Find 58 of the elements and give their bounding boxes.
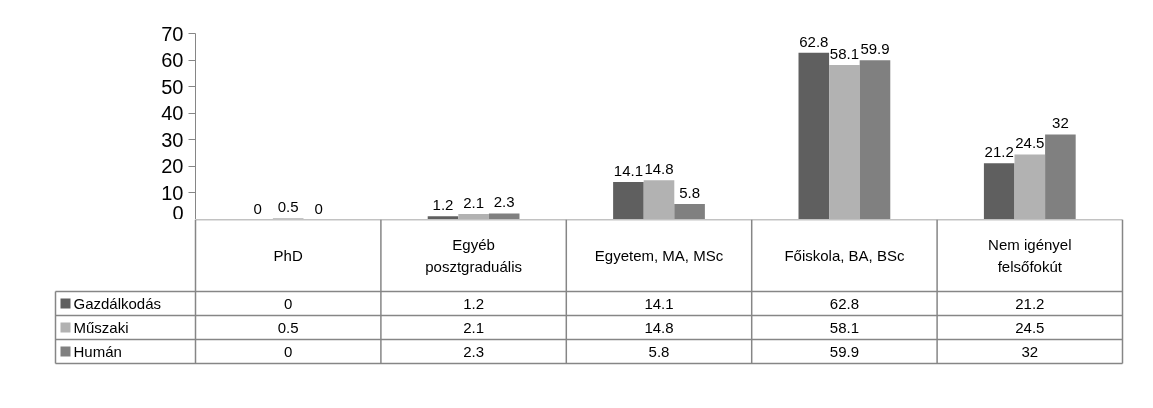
y-tick-label: 10 xyxy=(161,181,184,204)
bar xyxy=(983,163,1015,219)
data-label: 32 xyxy=(1021,342,1039,360)
data-label: 0 xyxy=(284,342,293,360)
text: 58.1 xyxy=(829,45,860,63)
legend-label: Műszaki xyxy=(73,319,129,336)
text: 0 xyxy=(253,199,262,217)
data-label: 0 xyxy=(284,294,293,312)
y-tick-label: 70 xyxy=(161,22,184,45)
bar xyxy=(613,182,644,219)
text: 14.1 xyxy=(613,162,644,180)
data-label: 14.8 xyxy=(644,318,674,336)
x-tick-label: Egyetem, MA, MSc xyxy=(594,247,724,264)
text: 1.2 xyxy=(432,196,454,214)
bar xyxy=(674,204,705,219)
data-label: 58.1 xyxy=(829,318,860,336)
bar xyxy=(798,52,830,219)
text: 32 xyxy=(1052,114,1069,132)
bar xyxy=(859,60,891,219)
x-tick-label: Egyéb posztgraduális xyxy=(425,235,522,276)
x-tick-label: PhD xyxy=(273,247,303,264)
y-tick-label: 50 xyxy=(161,75,184,98)
legend-label: Humán xyxy=(73,343,122,360)
x-tick-label: Nem igényel felsőfokút xyxy=(988,235,1072,276)
data-label: 21.2 xyxy=(1015,294,1045,312)
bar xyxy=(427,216,459,219)
bar xyxy=(488,213,520,219)
bar xyxy=(829,65,860,219)
data-label: 5.8 xyxy=(648,342,670,360)
text: 0 xyxy=(314,199,323,217)
y-tick-label: 0 xyxy=(172,201,184,224)
text: 2.3 xyxy=(493,193,515,211)
data-label: 62.8 xyxy=(829,294,860,312)
y-tick-label: 20 xyxy=(161,155,184,178)
data-label: 1.2 xyxy=(463,294,485,312)
y-tick-label: 30 xyxy=(161,128,184,151)
data-label: 2.1 xyxy=(463,318,485,336)
data-label: 14.1 xyxy=(644,294,674,312)
text: 21.2 xyxy=(984,143,1014,161)
bar xyxy=(643,180,675,219)
bar xyxy=(1014,154,1046,219)
data-label: 0.5 xyxy=(277,318,299,336)
data-label: 24.5 xyxy=(1015,318,1045,336)
data-label: 2.3 xyxy=(463,342,485,360)
text: 59.9 xyxy=(860,40,890,58)
text: 5.8 xyxy=(679,184,701,202)
y-tick-label: 60 xyxy=(161,49,184,72)
text: 62.8 xyxy=(799,32,829,50)
text: 24.5 xyxy=(1015,134,1045,152)
x-tick-label: Főiskola, BA, BSc xyxy=(784,247,905,264)
text: 2.1 xyxy=(463,193,485,211)
y-tick-label: 40 xyxy=(161,102,184,125)
bar xyxy=(1045,134,1076,219)
bar xyxy=(458,213,489,219)
data-label: 59.9 xyxy=(829,342,860,360)
legend-label: Gazdálkodás xyxy=(73,295,162,312)
text: 0.5 xyxy=(277,198,299,216)
text: 14.8 xyxy=(644,160,674,178)
